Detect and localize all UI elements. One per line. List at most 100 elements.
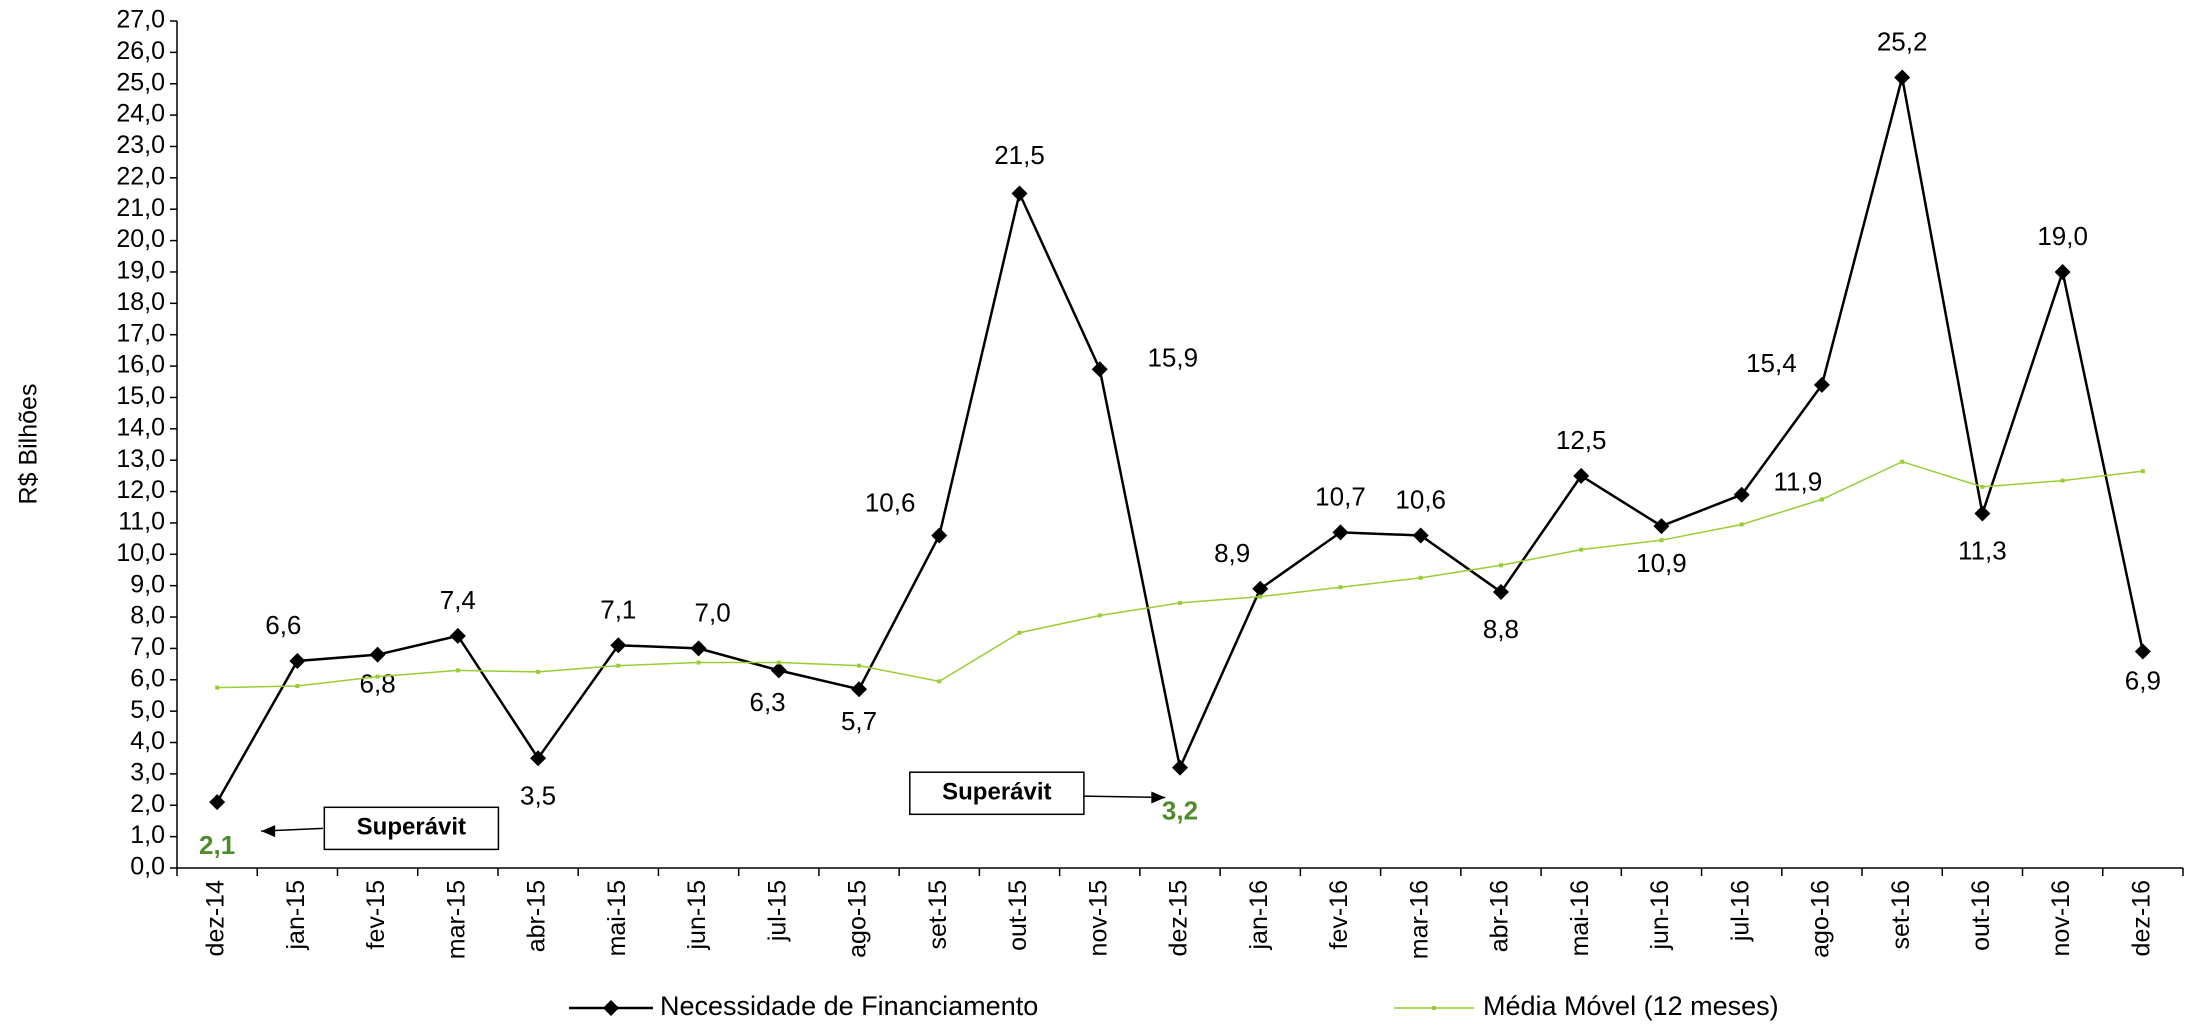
marker [1573, 467, 1590, 484]
annotation: Superávit [357, 814, 466, 841]
value-label: 2,1 [199, 830, 235, 860]
annotation-box [323, 806, 500, 851]
x-tick-label: mar-15 [442, 880, 470, 959]
marker [931, 527, 948, 544]
y-tick-label: 21,0 [116, 194, 165, 222]
marker [2060, 478, 2065, 483]
y-tick-label: 17,0 [116, 319, 165, 347]
marker [455, 668, 460, 673]
marker [610, 637, 627, 654]
marker [2134, 643, 2151, 660]
marker [1980, 484, 1985, 489]
x-tick-label: dez-15 [1165, 880, 1193, 956]
value-label: 6,9 [2125, 665, 2161, 695]
marker [1894, 69, 1911, 86]
value-label: 8,8 [1483, 614, 1519, 644]
x-tick-label: mai-16 [1566, 880, 1594, 956]
y-tick-label: 27,0 [116, 6, 165, 34]
value-label: 19,0 [2037, 221, 2088, 251]
y-tick-label: 7,0 [130, 633, 165, 661]
marker [1252, 580, 1269, 597]
series-line [217, 460, 2143, 689]
marker [1900, 459, 1905, 464]
x-tick-label: ago-15 [844, 880, 872, 958]
marker [1579, 547, 1584, 552]
y-axis-label: R$ Bilhões [15, 384, 43, 505]
marker [1819, 497, 1824, 502]
value-label: 11,3 [1958, 536, 2007, 566]
marker [1733, 486, 1750, 503]
x-tick-label: fev-16 [1325, 880, 1353, 949]
marker [696, 660, 701, 665]
arrow-head [261, 825, 276, 838]
x-tick-label: jun-16 [1646, 880, 1674, 951]
marker [616, 663, 621, 668]
x-tick-label: ago-16 [1807, 880, 1835, 958]
y-tick-label: 9,0 [130, 570, 165, 598]
y-tick-label: 14,0 [116, 413, 165, 441]
y-tick-label: 15,0 [116, 382, 165, 410]
marker [1172, 759, 1188, 776]
x-tick-label: jan-15 [282, 880, 310, 951]
annotation: Superávit [942, 779, 1051, 806]
x-tick-label: out-16 [1967, 880, 1995, 951]
y-tick-label: 5,0 [130, 696, 165, 724]
value-label: 25,2 [1877, 27, 1928, 57]
value-label: 10,9 [1636, 548, 1687, 578]
annotation-box [909, 771, 1085, 816]
x-tick-label: abr-15 [523, 880, 551, 952]
marker [289, 652, 306, 669]
y-tick-label: 24,0 [116, 100, 165, 128]
y-tick-label: 10,0 [116, 539, 165, 567]
arrow-head [1151, 791, 1166, 804]
y-tick-label: 6,0 [130, 664, 165, 692]
value-label: 8,9 [1214, 538, 1250, 568]
marker [209, 794, 226, 811]
value-label: 10,7 [1315, 482, 1366, 512]
legend-marker [1432, 1006, 1436, 1010]
value-label: 15,9 [1147, 342, 1198, 372]
value-label: 11,9 [1773, 466, 1822, 496]
marker [1498, 563, 1503, 568]
marker [375, 674, 380, 679]
x-tick-label: mai-15 [603, 880, 631, 956]
y-tick-label: 11,0 [118, 508, 165, 536]
x-tick-label: mar-16 [1405, 880, 1433, 959]
value-label: 12,5 [1556, 425, 1607, 455]
y-tick-label: 1,0 [130, 821, 165, 849]
marker [1338, 585, 1343, 590]
marker [1017, 630, 1022, 635]
x-tick-label: jul-15 [763, 880, 791, 942]
x-tick-label: jun-15 [683, 880, 711, 951]
marker [1492, 583, 1509, 600]
y-tick-label: 26,0 [116, 37, 165, 65]
marker [776, 660, 781, 665]
marker [937, 679, 942, 684]
x-tick-label: dez-16 [2127, 880, 2155, 956]
value-label: 6,6 [265, 610, 301, 640]
marker [295, 684, 300, 689]
value-label: 5,7 [841, 706, 877, 736]
x-tick-label: fev-15 [362, 880, 390, 949]
marker [449, 627, 466, 644]
y-tick-label: 23,0 [116, 131, 165, 159]
x-tick-label: dez-14 [202, 880, 230, 957]
marker [1011, 185, 1028, 202]
marker [1659, 538, 1664, 543]
x-tick-label: abr-16 [1486, 880, 1514, 952]
marker [1178, 600, 1182, 605]
marker [1974, 505, 1991, 522]
value-label: 15,4 [1746, 348, 1797, 378]
marker [1258, 594, 1263, 599]
marker [369, 646, 386, 663]
x-tick-label: set-16 [1887, 880, 1915, 949]
marker [1739, 522, 1744, 527]
marker [1813, 376, 1830, 393]
marker [1412, 527, 1429, 544]
value-label: 7,1 [600, 594, 636, 624]
series-line [216, 77, 2145, 803]
y-tick-label: 3,0 [130, 758, 165, 786]
marker [1091, 361, 1108, 378]
